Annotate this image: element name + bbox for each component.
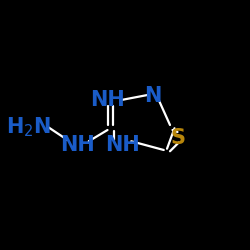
Text: NH: NH (60, 135, 95, 155)
Text: S: S (170, 128, 185, 148)
Text: N: N (144, 86, 161, 106)
Text: NH: NH (105, 135, 140, 155)
Text: H$_2$N: H$_2$N (6, 116, 51, 139)
Text: NH: NH (90, 90, 125, 110)
